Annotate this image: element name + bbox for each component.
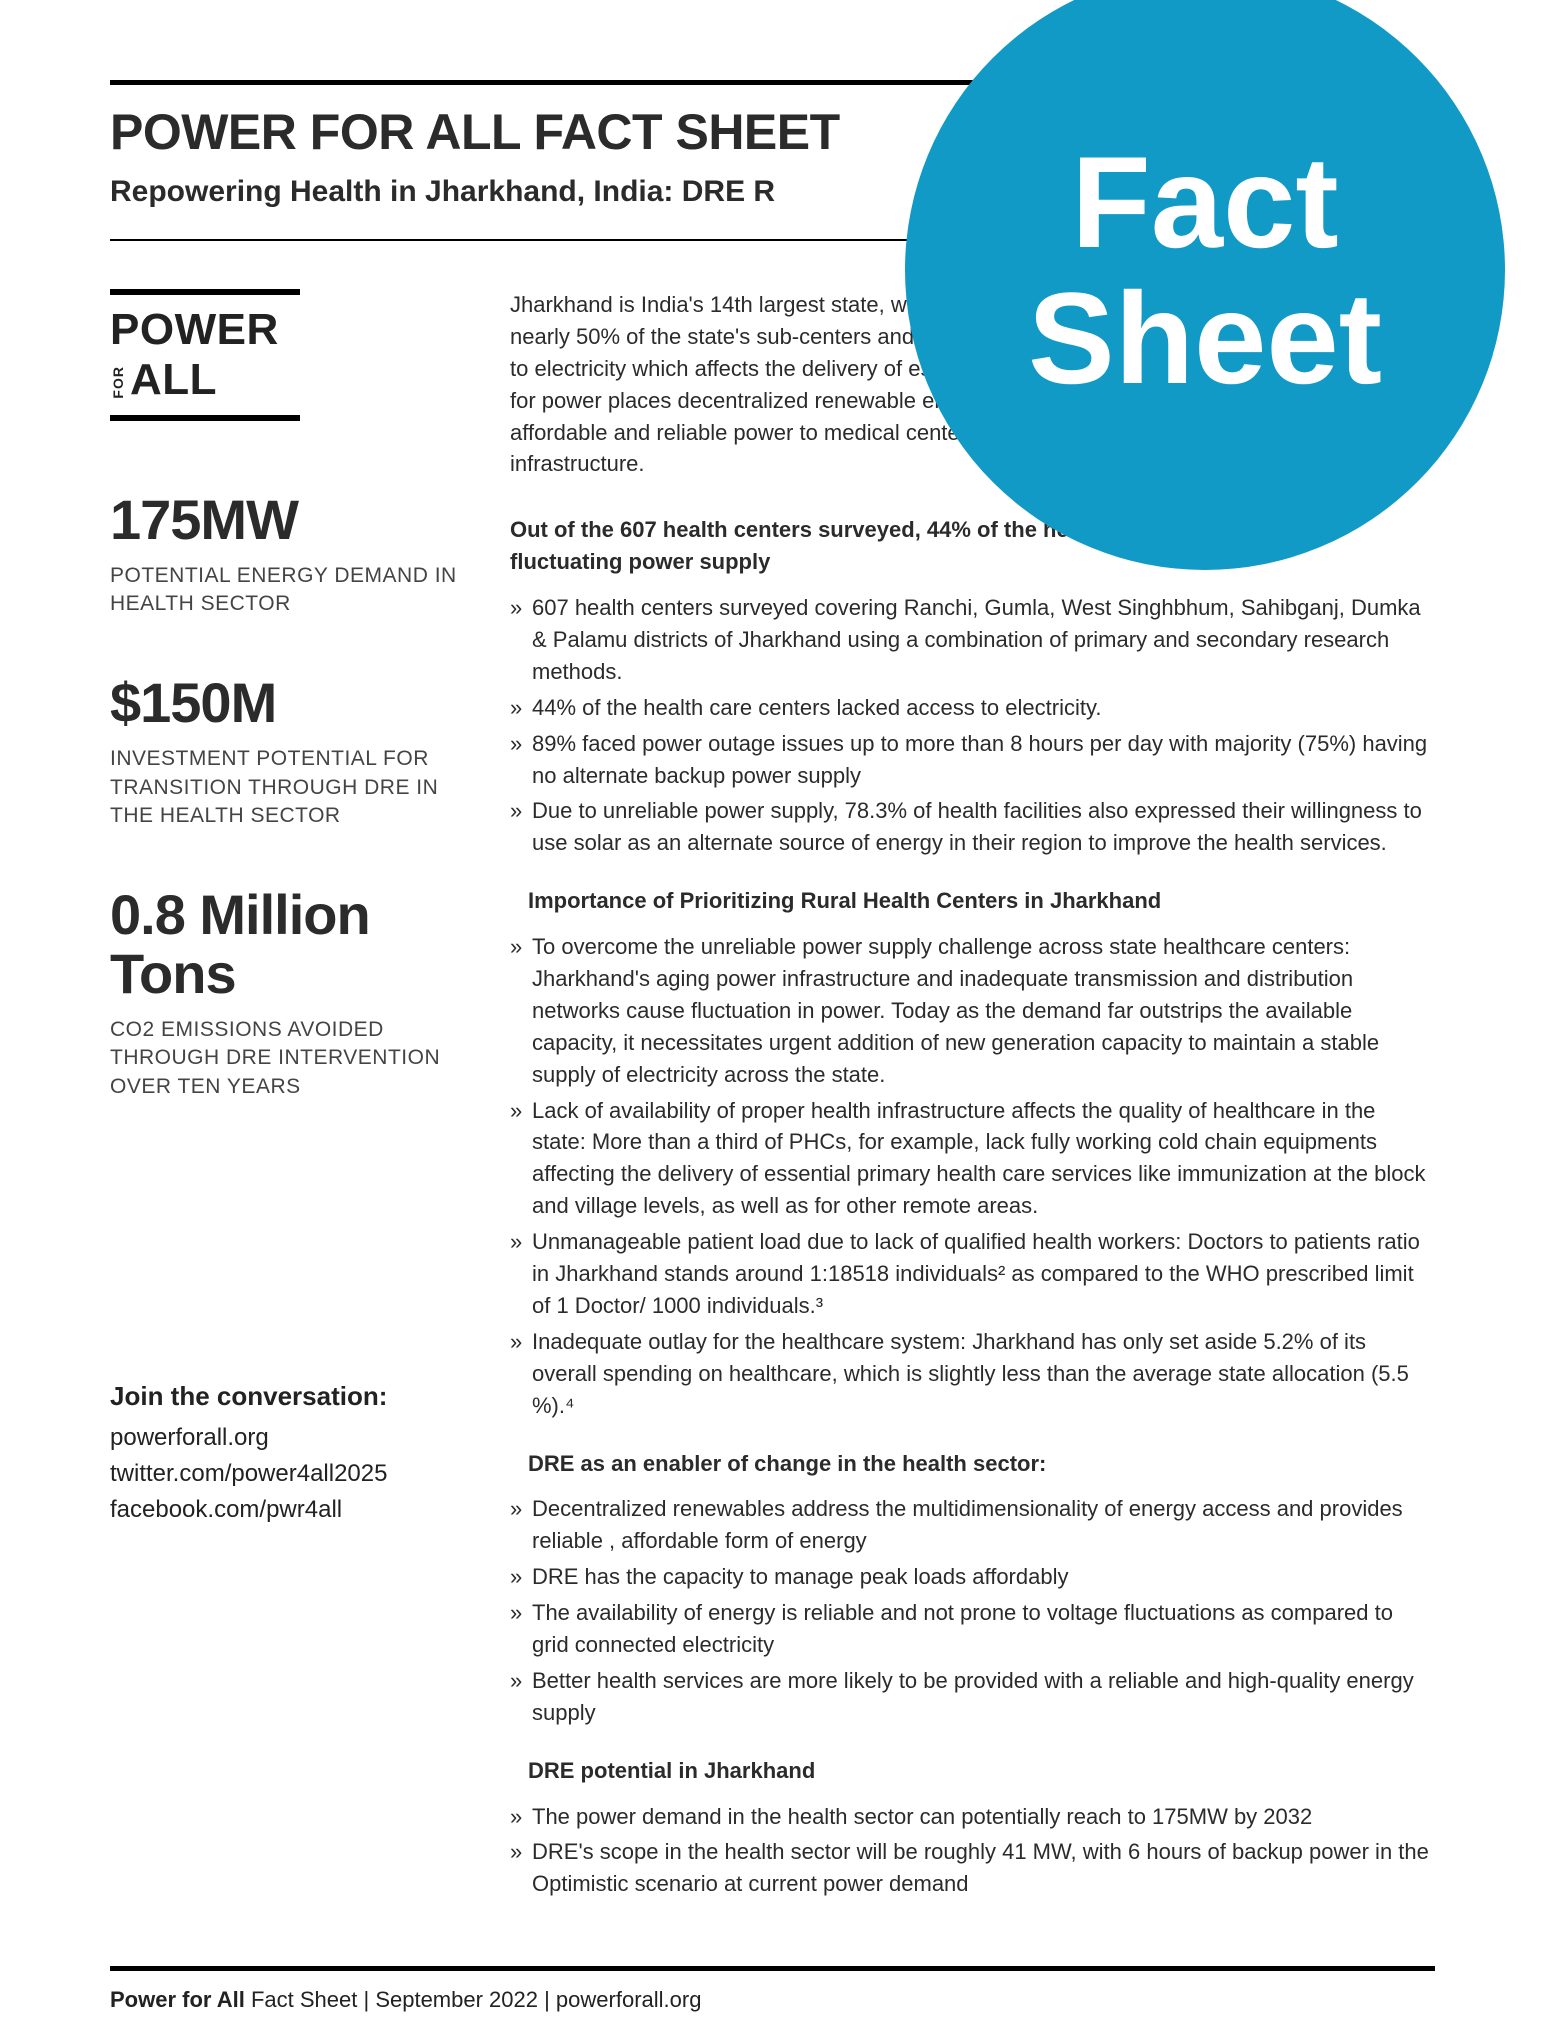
stat-block: $150M INVESTMENT POTENTIAL FOR TRANSITIO… bbox=[110, 674, 460, 830]
stat-value: 0.8 Million Tons bbox=[110, 886, 460, 1004]
bullet-list: The power demand in the health sector ca… bbox=[510, 1801, 1435, 1901]
stat-label: CO2 EMISSIONS AVOIDED THROUGH DRE INTERV… bbox=[110, 1016, 460, 1101]
logo-all: ALL bbox=[130, 355, 217, 405]
badge-line-1: Fact bbox=[1071, 134, 1338, 271]
section-heading: DRE as an enabler of change in the healt… bbox=[528, 1448, 1435, 1480]
join-link-facebook[interactable]: facebook.com/pwr4all bbox=[110, 1492, 460, 1528]
logo-top-bar bbox=[110, 289, 300, 295]
section: DRE as an enabler of change in the healt… bbox=[510, 1448, 1435, 1729]
list-item: The power demand in the health sector ca… bbox=[510, 1801, 1435, 1833]
badge-line-2: Sheet bbox=[1028, 270, 1382, 407]
logo-for: FOR bbox=[110, 366, 126, 399]
section-heading: Importance of Prioritizing Rural Health … bbox=[528, 885, 1435, 917]
list-item: To overcome the unreliable power supply … bbox=[510, 931, 1435, 1090]
list-item: The availability of energy is reliable a… bbox=[510, 1597, 1435, 1661]
join-link-twitter[interactable]: twitter.com/power4all2025 bbox=[110, 1456, 460, 1492]
sidebar: POWER FOR ALL 175MW POTENTIAL ENERGY DEM… bbox=[110, 289, 460, 1926]
join-conversation: Join the conversation: powerforall.org t… bbox=[110, 1381, 460, 1528]
bottom-rule bbox=[110, 1966, 1435, 1971]
stat-block: 0.8 Million Tons CO2 EMISSIONS AVOIDED T… bbox=[110, 886, 460, 1101]
logo-bottom-bar bbox=[110, 415, 300, 421]
list-item: DRE's scope in the health sector will be… bbox=[510, 1836, 1435, 1900]
list-item: 44% of the health care centers lacked ac… bbox=[510, 692, 1435, 724]
list-item: 607 health centers surveyed covering Ran… bbox=[510, 592, 1435, 688]
logo: POWER FOR ALL bbox=[110, 289, 460, 421]
list-item: Lack of availability of proper health in… bbox=[510, 1095, 1435, 1223]
stat-value: $150M bbox=[110, 674, 460, 733]
list-item: Better health services are more likely t… bbox=[510, 1665, 1435, 1729]
section: Out of the 607 health centers surveyed, … bbox=[510, 514, 1435, 859]
bullet-list: To overcome the unreliable power supply … bbox=[510, 931, 1435, 1421]
join-heading: Join the conversation: bbox=[110, 1381, 460, 1412]
stat-label: INVESTMENT POTENTIAL FOR TRANSITION THRO… bbox=[110, 745, 460, 830]
list-item: DRE has the capacity to manage peak load… bbox=[510, 1561, 1435, 1593]
list-item: Decentralized renewables address the mul… bbox=[510, 1493, 1435, 1557]
section: DRE potential in Jharkhand The power dem… bbox=[510, 1755, 1435, 1901]
bullet-list: Decentralized renewables address the mul… bbox=[510, 1493, 1435, 1728]
section-heading: DRE potential in Jharkhand bbox=[528, 1755, 1435, 1787]
join-link-website[interactable]: powerforall.org bbox=[110, 1420, 460, 1456]
list-item: Due to unreliable power supply, 78.3% of… bbox=[510, 795, 1435, 859]
list-item: Inadequate outlay for the healthcare sys… bbox=[510, 1326, 1435, 1422]
list-item: 89% faced power outage issues up to more… bbox=[510, 728, 1435, 792]
stat-label: POTENTIAL ENERGY DEMAND IN HEALTH SECTOR bbox=[110, 562, 460, 619]
stat-block: 175MW POTENTIAL ENERGY DEMAND IN HEALTH … bbox=[110, 491, 460, 618]
stat-value: 175MW bbox=[110, 491, 460, 550]
section: Importance of Prioritizing Rural Health … bbox=[510, 885, 1435, 1421]
logo-line-power: POWER bbox=[110, 305, 460, 355]
list-item: Unmanageable patient load due to lack of… bbox=[510, 1226, 1435, 1322]
logo-line-all: FOR ALL bbox=[110, 355, 460, 405]
bullet-list: 607 health centers surveyed covering Ran… bbox=[510, 592, 1435, 859]
footer: Power for All Fact Sheet | September 202… bbox=[110, 1987, 1435, 2013]
